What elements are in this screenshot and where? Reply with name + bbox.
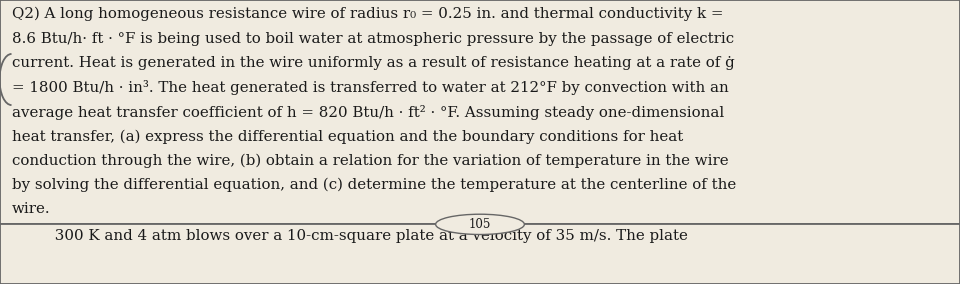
Bar bbox=[0, 224, 960, 284]
Text: current. Heat is generated in the wire uniformly as a result of resistance heati: current. Heat is generated in the wire u… bbox=[12, 56, 734, 70]
Text: average heat transfer coefficient of h = 820 Btu/h · ft² · °F. Assuming steady o: average heat transfer coefficient of h =… bbox=[12, 105, 724, 120]
Text: 105: 105 bbox=[468, 218, 492, 231]
Text: = 1800 Btu/h · in³. The heat generated is transferred to water at 212°F by conve: = 1800 Btu/h · in³. The heat generated i… bbox=[12, 80, 729, 95]
Bar bbox=[0, 0, 960, 224]
Text: conduction through the wire, (b) obtain a relation for the variation of temperat: conduction through the wire, (b) obtain … bbox=[12, 154, 728, 168]
Ellipse shape bbox=[436, 214, 524, 235]
Text: wire.: wire. bbox=[12, 202, 50, 216]
Text: by solving the differential equation, and (c) determine the temperature at the c: by solving the differential equation, an… bbox=[12, 178, 735, 193]
Text: 300 K and 4 atm blows over a 10-cm-square plate at a velocity of 35 m/s. The pla: 300 K and 4 atm blows over a 10-cm-squar… bbox=[12, 229, 687, 243]
Text: 8.6 Btu/h· ft · °F is being used to boil water at atmospheric pressure by the pa: 8.6 Btu/h· ft · °F is being used to boil… bbox=[12, 32, 733, 45]
Text: Q2) A long homogeneous resistance wire of radius r₀ = 0.25 in. and thermal condu: Q2) A long homogeneous resistance wire o… bbox=[12, 7, 723, 22]
Text: heat transfer, (a) express the differential equation and the boundary conditions: heat transfer, (a) express the different… bbox=[12, 129, 683, 144]
